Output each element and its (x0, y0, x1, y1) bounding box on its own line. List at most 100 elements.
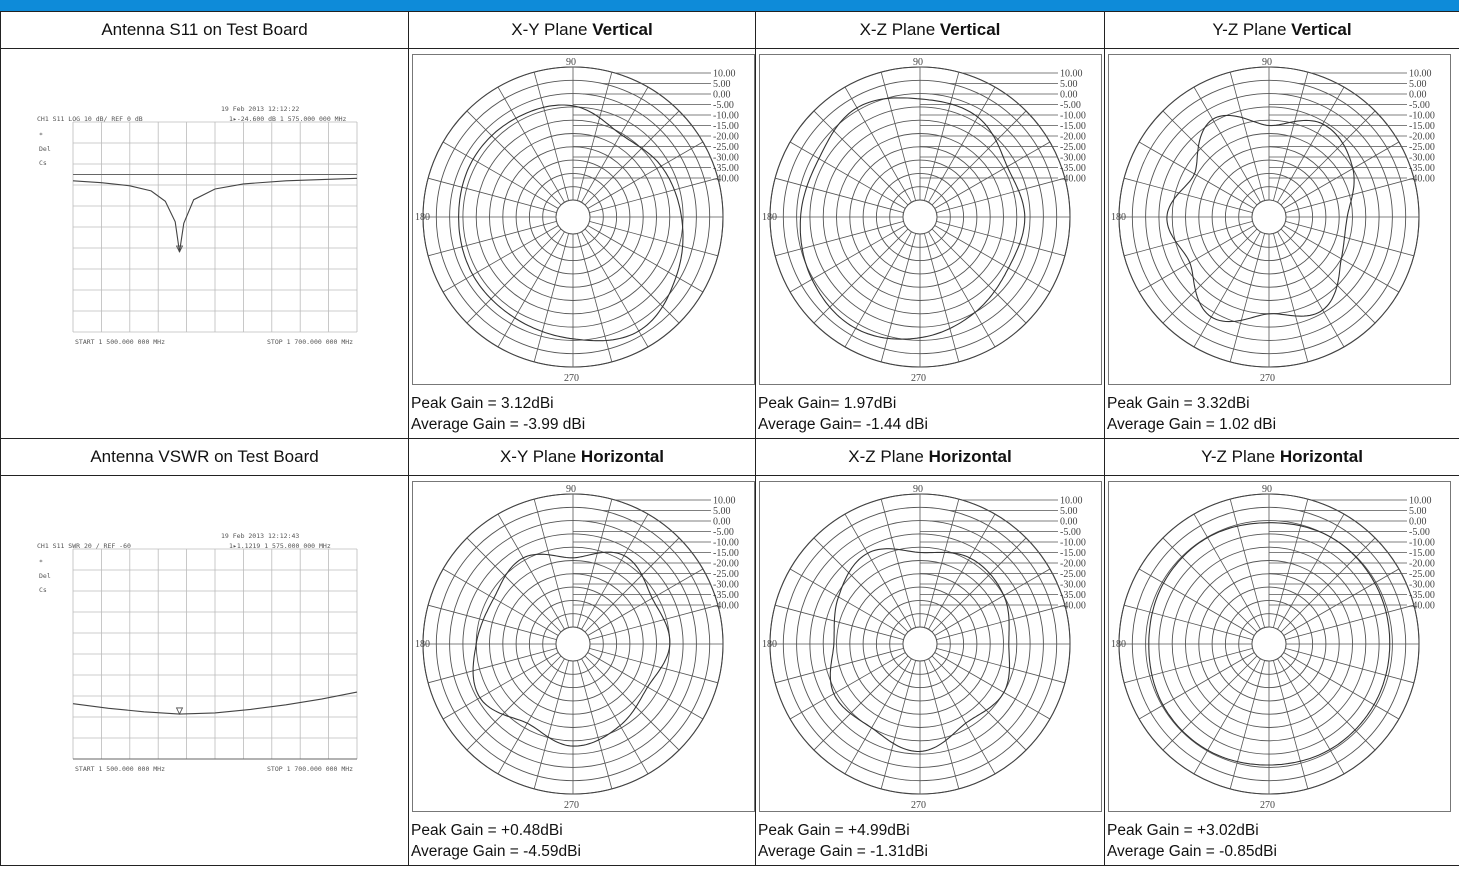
average-gain: Average Gain = -0.85dBi (1107, 843, 1277, 860)
polar-spoke (581, 658, 649, 775)
polar-spoke (466, 655, 562, 751)
polar-spoke (928, 513, 996, 630)
ring-label: 10.00 (1060, 69, 1083, 80)
ring-label: 0.00 (713, 90, 731, 101)
polar-spoke (1124, 221, 1253, 257)
ring-label: -15.00 (1060, 548, 1086, 559)
polar-spoke (1280, 537, 1376, 633)
ring-label: -25.00 (1060, 142, 1086, 153)
ring-label: 0.00 (713, 517, 731, 528)
angle-label-90: 90 (566, 484, 576, 495)
vna-side-label: * (39, 558, 43, 566)
header-vswr: Antenna VSWR on Test Board (0, 438, 409, 476)
polar-spoke (581, 231, 649, 348)
vna-grid: 19 Feb 2013 12:12:22 CH1 S11 LOG 10 dB/ R… (37, 105, 358, 346)
ring-label: -10.00 (1060, 111, 1086, 122)
average-gain: Average Gain= -1.44 dBi (758, 416, 928, 433)
polar-spoke (428, 604, 557, 640)
polar-spoke (587, 225, 704, 293)
angle-label-270: 270 (564, 373, 579, 384)
s11-plot: 19 Feb 2013 12:12:22 CH1 S11 LOG 10 dB/ R… (31, 54, 371, 354)
polar-spoke (936, 177, 1065, 213)
ring-label: -40.00 (1409, 174, 1435, 185)
ring-label: -10.00 (713, 111, 739, 122)
polar-spoke (533, 72, 569, 201)
polar-chart: 10.005.000.00-5.00-10.00-15.00-20.00-25.… (762, 57, 1086, 384)
vna-chart: 19 Feb 2013 12:12:43 CH1 S11 SWR 20 / REF… (37, 532, 358, 773)
s11-cell: 19 Feb 2013 12:12:22 CH1 S11 LOG 10 dB/ R… (0, 48, 409, 439)
polar-spoke (1273, 660, 1309, 789)
ring-label: -30.00 (713, 153, 739, 164)
polar-spoke (1273, 233, 1309, 362)
polar-spoke (584, 110, 680, 206)
polar-spoke (587, 141, 704, 209)
polar-spoke (1193, 513, 1261, 630)
ring-label: -35.00 (713, 590, 739, 601)
polar-spoke (1229, 499, 1265, 628)
polar-spoke (533, 499, 569, 628)
polar-spoke (924, 660, 960, 789)
ring-label: 5.00 (1060, 79, 1078, 90)
ring-label: 5.00 (713, 79, 731, 90)
polar-spoke (466, 110, 562, 206)
ring-label: -40.00 (713, 601, 739, 612)
vna-side-label: Del (39, 572, 51, 580)
ring-label: 5.00 (713, 506, 731, 517)
header-s11: Antenna S11 on Test Board (0, 11, 409, 49)
ring-label: -5.00 (713, 527, 734, 538)
polar-spoke (1162, 655, 1258, 751)
polar-spoke (934, 652, 1051, 720)
vna-side-label: Del (39, 145, 51, 153)
polar-spoke (931, 537, 1027, 633)
polar-spoke (880, 499, 916, 628)
polar-spoke (880, 660, 916, 789)
peak-gain: Peak Gain = +0.48dBi (411, 822, 563, 839)
angle-label-270: 270 (911, 373, 926, 384)
vna-header: CH1 S11 SWR 20 / REF -60 (37, 542, 131, 550)
polar-spoke (1138, 568, 1255, 636)
ring-label: -15.00 (1060, 121, 1086, 132)
angle-label-180: 180 (762, 639, 777, 650)
polar-spoke (1280, 655, 1376, 751)
peak-gain: Peak Gain = 3.12dBi (411, 395, 554, 412)
polar-spoke (1285, 177, 1414, 213)
vna-trace (72, 691, 358, 715)
vna-stop: STOP 1 700.000 000 MHz (267, 765, 353, 773)
peak-gain: Peak Gain = +3.02dBi (1107, 822, 1259, 839)
polar-spoke (442, 568, 559, 636)
polar-spoke (589, 648, 718, 684)
polar-grid: 10.005.000.00-5.00-10.00-15.00-20.00-25.… (762, 484, 1086, 811)
polar-spoke (931, 655, 1027, 751)
polar-spoke (1193, 658, 1261, 775)
polar-spoke (1285, 604, 1414, 640)
vna-marker (175, 245, 184, 253)
ring-label: 10.00 (1409, 496, 1432, 507)
polar-spoke (934, 141, 1051, 209)
vna-header: CH1 S11 LOG 10 dB/ REF 0 dB (37, 115, 143, 123)
polar-spoke (844, 231, 912, 348)
polar-spoke (789, 568, 906, 636)
polar-spoke (584, 537, 680, 633)
polar-spoke (1277, 231, 1345, 348)
ring-label: -40.00 (1060, 601, 1086, 612)
polar-grid: 10.005.000.00-5.00-10.00-15.00-20.00-25.… (415, 484, 739, 811)
header-xy-horizontal: X-Y Plane Horizontal (408, 438, 756, 476)
angle-label-90: 90 (566, 57, 576, 68)
vswr-plot: 19 Feb 2013 12:12:43 CH1 S11 SWR 20 / REF… (31, 481, 371, 781)
polar-spoke (581, 86, 649, 203)
ring-label: 0.00 (1060, 90, 1078, 101)
polar-spoke (584, 655, 680, 751)
polar-chart: 10.005.000.00-5.00-10.00-15.00-20.00-25.… (1111, 484, 1435, 811)
ring-label: -20.00 (1060, 132, 1086, 143)
peak-gain: Peak Gain = +4.99dBi (758, 822, 910, 839)
polar-spoke (1124, 177, 1253, 213)
ring-label: -5.00 (1060, 527, 1081, 538)
average-gain: Average Gain = -4.59dBi (411, 843, 581, 860)
angle-label-180: 180 (762, 212, 777, 223)
polar-spoke (934, 568, 1051, 636)
header-xz-horizontal: X-Z Plane Horizontal (755, 438, 1105, 476)
peak-gain: Peak Gain = 3.32dBi (1107, 395, 1250, 412)
ring-label: 5.00 (1060, 506, 1078, 517)
polar-spoke (1193, 86, 1261, 203)
ring-label: -30.00 (1409, 580, 1435, 591)
